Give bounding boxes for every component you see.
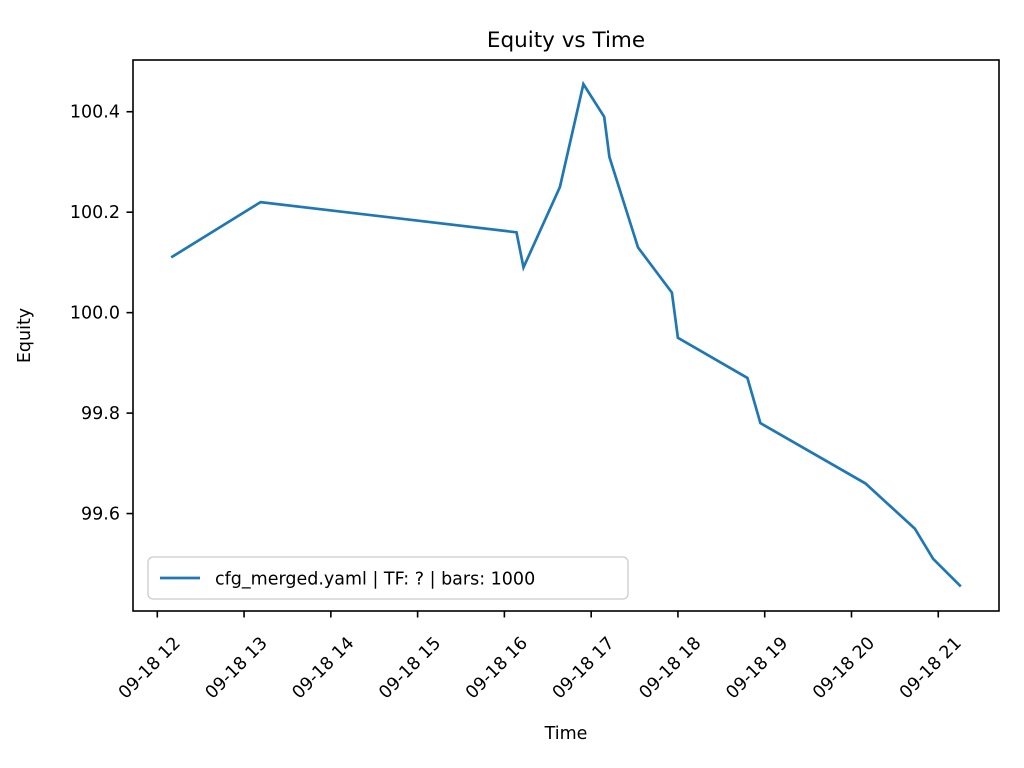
- legend-frame: [147, 556, 629, 600]
- legend-series-label: cfg_merged.yaml | TF: ? | bars: 1000: [215, 570, 535, 590]
- y-tick-label: 100.4: [70, 103, 120, 123]
- y-axis-label: Equity: [15, 308, 35, 363]
- x-axis-label: Time: [544, 724, 588, 744]
- x-tick-label: 09-18 17: [549, 633, 619, 703]
- series-polyline: [170, 80, 962, 588]
- chart-title: Equity vs Time: [487, 28, 645, 53]
- legend: cfg_merged.yaml | TF: ? | bars: 1000: [147, 556, 629, 600]
- x-tick-label: 09-18 16: [462, 633, 532, 703]
- y-tick-label: 100.2: [70, 203, 120, 223]
- y-axis-ticks: 99.6 99.8 100.0 100.2 100.4: [70, 103, 133, 525]
- x-tick-label: 09-18 20: [809, 633, 879, 703]
- equity-series-line: [170, 80, 962, 588]
- x-tick-label: 09-18 21: [896, 633, 966, 703]
- x-tick-label: 09-18 15: [375, 633, 445, 703]
- y-tick-label: 99.8: [81, 404, 120, 424]
- x-tick-label: 09-18 12: [115, 633, 185, 703]
- x-tick-label: 09-18 18: [636, 633, 706, 703]
- x-axis-ticks: 09-18 12 09-18 13 09-18 14 09-18 15 09-18 16…: [115, 611, 966, 703]
- plot-area-border: [132, 59, 1000, 612]
- x-tick-label: 09-18 19: [722, 633, 792, 703]
- y-tick-label: 99.6: [81, 505, 120, 525]
- x-tick-label: 09-18 14: [289, 633, 359, 703]
- y-tick-label: 100.0: [70, 304, 120, 324]
- x-tick-label: 09-18 13: [202, 633, 272, 703]
